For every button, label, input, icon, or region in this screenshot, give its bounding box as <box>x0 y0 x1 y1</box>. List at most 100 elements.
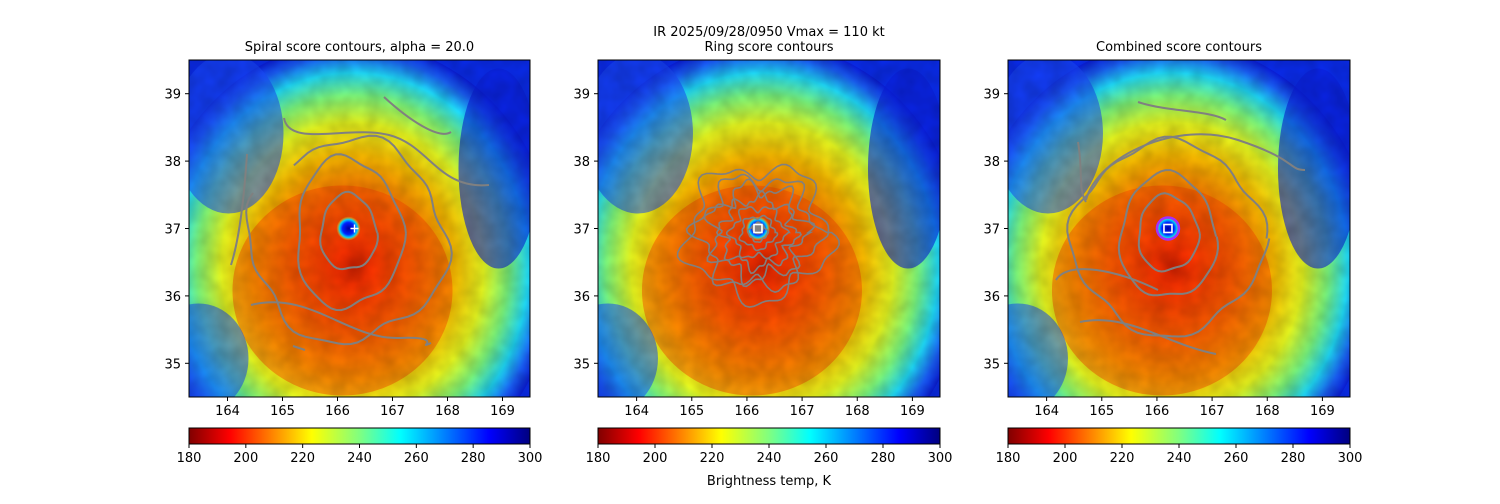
x-tick-label: 165 <box>679 404 704 419</box>
x-tick-label: 167 <box>380 404 405 419</box>
center-marker <box>350 224 359 233</box>
colorbar: 180 200 220 240 260 280 300 <box>586 427 953 466</box>
x-tick-label: 165 <box>1089 404 1114 419</box>
y-tick-label: 37 <box>983 223 1000 238</box>
figure-suptitle: IR 2025/09/28/0950 Vmax = 110 kt <box>653 25 884 40</box>
contour-line <box>1137 192 1201 273</box>
contour-line <box>1079 319 1217 355</box>
colorbar-tick-label: 240 <box>347 451 372 466</box>
y-tick-label: 35 <box>573 357 590 372</box>
y-tick-label: 35 <box>983 357 1000 372</box>
y-axis: 35 36 37 38 39 <box>983 88 1008 372</box>
contour-line <box>725 205 791 260</box>
storm-eye <box>336 216 361 241</box>
center-marker <box>1163 223 1173 234</box>
x-axis: 164 165 166 167 168 169 <box>215 397 515 419</box>
contour-line <box>1085 133 1306 201</box>
colorbar-tick-label: 200 <box>643 451 668 466</box>
x-tick-label: 168 <box>435 404 460 419</box>
colorbar-tick-label: 200 <box>1053 451 1078 466</box>
colorbar-gradient <box>597 427 941 445</box>
score-contours <box>230 96 490 351</box>
y-tick-label: 38 <box>164 155 181 170</box>
x-tick-label: 169 <box>900 404 925 419</box>
colorbar-tick-label: 180 <box>177 451 202 466</box>
colorbar-gradient <box>1007 427 1351 445</box>
x-tick-label: 169 <box>1310 404 1335 419</box>
y-axis: 35 36 37 38 39 <box>164 88 189 372</box>
center-blob <box>751 222 764 235</box>
colorbar-tick-label: 280 <box>1281 451 1306 466</box>
x-tick-label: 165 <box>270 404 295 419</box>
x-tick-label: 164 <box>215 404 240 419</box>
contour-line <box>1066 135 1271 338</box>
contour-line <box>703 178 816 288</box>
x-tick-label: 166 <box>735 404 760 419</box>
colorbar-tick-label: 280 <box>461 451 486 466</box>
ir-image <box>1008 60 1350 397</box>
contour-line <box>297 153 407 312</box>
contour-line <box>738 214 779 252</box>
colorbar-tick-label: 300 <box>928 451 953 466</box>
colorbar-tick-label: 260 <box>1224 451 1249 466</box>
y-tick-label: 37 <box>573 223 590 238</box>
storm-eye <box>1155 216 1180 241</box>
ir-image <box>189 60 530 397</box>
y-tick-label: 37 <box>164 223 181 238</box>
y-tick-label: 36 <box>164 290 181 305</box>
colorbar: 180 200 220 240 260 280 300 <box>177 427 543 466</box>
y-axis: 35 36 37 38 39 <box>573 88 598 372</box>
contour-line <box>1055 268 1159 291</box>
colorbar-tick-label: 260 <box>814 451 839 466</box>
panel-title: Spiral score contours, alpha = 20.0 <box>245 40 474 55</box>
y-tick-label: 38 <box>983 155 1000 170</box>
contour-line <box>685 173 830 293</box>
contour-line <box>1117 169 1220 297</box>
colorbar-tick-label: 240 <box>1167 451 1192 466</box>
colorbar-tick-label: 240 <box>757 451 782 466</box>
contour-line <box>676 163 841 308</box>
contour-line <box>1077 141 1087 203</box>
contour-line <box>250 301 432 346</box>
x-tick-label: 164 <box>624 404 649 419</box>
colorbar-tick-label: 200 <box>233 451 258 466</box>
center-marker <box>753 223 763 234</box>
colorbar-tick-label: 220 <box>290 451 315 466</box>
ir-image <box>598 60 940 397</box>
panel-title: Ring score contours <box>704 40 833 55</box>
x-tick-label: 166 <box>325 404 350 419</box>
colorbar-tick-label: 220 <box>1110 451 1135 466</box>
contour-line <box>383 96 452 135</box>
colorbar-tick-label: 280 <box>871 451 896 466</box>
contour-line <box>292 345 306 351</box>
x-axis: 164 165 166 167 168 169 <box>624 397 925 419</box>
colorbar-tick-label: 260 <box>404 451 429 466</box>
x-tick-label: 166 <box>1145 404 1170 419</box>
colorbar: 180 200 220 240 260 280 300 <box>996 427 1362 466</box>
contour-line <box>319 190 379 271</box>
colorbar-tick-label: 300 <box>518 451 543 466</box>
x-tick-label: 169 <box>490 404 515 419</box>
x-tick-label: 167 <box>790 404 815 419</box>
score-contours <box>676 163 841 308</box>
x-tick-label: 164 <box>1034 404 1059 419</box>
colorbar-tick-label: 180 <box>996 451 1021 466</box>
panel-title: Combined score contours <box>1096 40 1262 55</box>
y-tick-label: 38 <box>573 155 590 170</box>
colorbar-label: Brightness temp, K <box>707 474 832 489</box>
x-axis: 164 165 166 167 168 169 <box>1034 397 1335 419</box>
colorbar-gradient <box>188 427 531 445</box>
contour-line <box>230 153 248 266</box>
colorbar-tick-label: 180 <box>586 451 611 466</box>
x-tick-label: 167 <box>1200 404 1225 419</box>
colorbar-tick-label: 220 <box>700 451 725 466</box>
contour-line <box>283 117 490 187</box>
eye-ring-contour <box>1155 216 1181 241</box>
x-tick-label: 168 <box>1255 404 1280 419</box>
y-tick-label: 36 <box>573 290 590 305</box>
